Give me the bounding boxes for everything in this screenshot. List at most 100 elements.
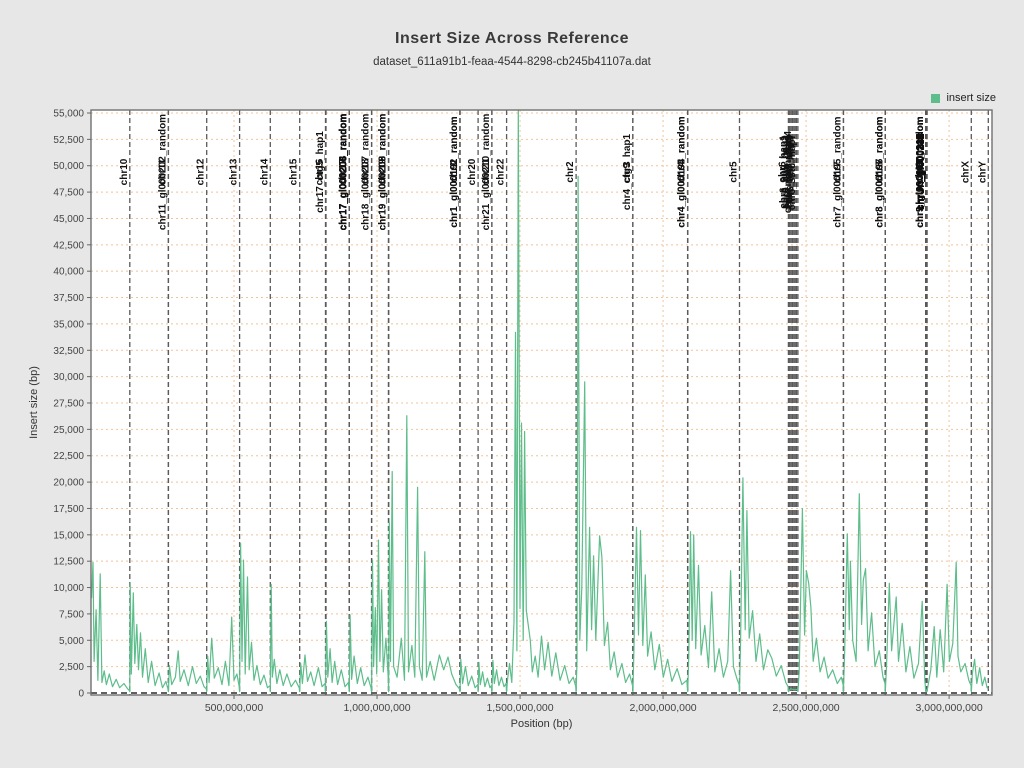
chromosome-label: chr18 <box>361 158 372 185</box>
y-tick-label: 25,000 <box>53 425 84 436</box>
chromosome-label: chr4_ctg9_hap1 <box>622 133 633 210</box>
chromosome-label: chr21_gl000210_random <box>481 114 492 231</box>
chromosome-label: chr4 <box>677 161 688 183</box>
y-tick-label: 42,500 <box>53 240 84 251</box>
y-tick-label: 0 <box>78 689 84 700</box>
legend-label: insert size <box>946 92 996 104</box>
chromosome-label: chr1_gl000192_random <box>449 116 460 227</box>
chromosome-label: chr6_apd_hap1 <box>779 135 790 209</box>
chromosome-label: chr17_gl000205_random <box>338 114 349 231</box>
chromosome-label: chr5 <box>729 161 740 183</box>
chromosome-label: chr12 <box>196 158 207 185</box>
chromosome-label: chrUn_gl000229 <box>916 133 927 210</box>
chromosome-label: chr14 <box>259 158 270 185</box>
x-tick-label: 2,500,000,000 <box>773 702 840 714</box>
chromosome-label: chr7 <box>832 161 843 183</box>
chromosome-label: chr6_mcf_hap5 <box>784 135 795 209</box>
chromosome-label: chrUn_gl000245 <box>916 133 927 210</box>
y-tick-label: 22,500 <box>53 451 84 462</box>
x-tick-label: 1,000,000,000 <box>343 702 410 714</box>
chromosome-label: chrUn_gl000225 <box>916 133 927 210</box>
chromosome-label: chrUn_gl000212 <box>915 133 926 210</box>
chromosome-label: chr19 <box>378 158 389 185</box>
chromosome-label: chr1 <box>449 161 460 183</box>
chromosome-label: chrUn_gl000244 <box>916 133 927 210</box>
y-tick-label: 50,000 <box>53 161 84 172</box>
chromosome-label: chrUn_gl000231 <box>916 133 927 210</box>
chromosome-label: chrUn_gl000242 <box>916 133 927 210</box>
chromosome-label: chr13 <box>229 158 240 185</box>
chromosome-label: chr9_gl000198_random <box>915 116 926 227</box>
y-axis-title: Insert size (bp) <box>28 366 40 439</box>
chromosome-label: chr6_cox_hap2 <box>780 135 791 208</box>
chromosome-label: chrUn_gl000238 <box>916 133 927 210</box>
chromosome-label: chr11 <box>157 158 168 185</box>
chromosome-label: chr7_gl000195_random <box>833 116 844 227</box>
chromosome-label: chrUn_gl000211 <box>915 133 926 210</box>
chromosome-label: chrUn_gl000222 <box>916 133 927 210</box>
chromosome-label: chr2 <box>565 161 576 183</box>
chart-title: Insert Size Across Reference <box>395 30 629 47</box>
chromosome-label: chr9_gl000201_random <box>915 116 926 227</box>
chromosome-label: chr17 <box>338 158 349 185</box>
y-tick-label: 12,500 <box>53 557 84 568</box>
chromosome-label: chr9_gl000199_random <box>915 116 926 227</box>
chromosome-label: chrUn_gl000226 <box>916 133 927 210</box>
legend: insert size <box>931 92 996 104</box>
y-tick-label: 40,000 <box>53 267 84 278</box>
chromosome-label: chr20 <box>467 158 478 185</box>
chromosome-label: chrUn_gl000234 <box>916 133 927 210</box>
chromosome-label: chr17_ctg5_hap1 <box>315 131 326 213</box>
chromosome-label: chrUn_gl000215 <box>915 133 926 210</box>
chromosome-label: chr16 <box>315 158 326 185</box>
y-tick-label: 35,000 <box>53 319 84 330</box>
chromosome-label: chrUn_gl000217 <box>915 133 926 210</box>
y-tick-label: 52,500 <box>53 135 84 146</box>
chromosome-label: chr19_gl000208_random <box>378 114 389 231</box>
chromosome-label: chr6_ssto_hap7 <box>787 133 798 210</box>
y-tick-label: 45,000 <box>53 214 84 225</box>
chromosome-label: chrUn_gl000247 <box>916 133 927 210</box>
chromosome-label: chrX <box>960 161 971 184</box>
y-tick-label: 2,500 <box>59 662 84 673</box>
chromosome-label: chr17_gl000206_random <box>338 114 349 231</box>
chromosome-label: chrUn_gl000246 <box>916 133 927 210</box>
chromosome-label: chrUn_gl000220 <box>915 133 926 210</box>
y-tick-label: 5,000 <box>59 636 84 647</box>
chromosome-label: chr15 <box>289 158 300 185</box>
chromosome-label: chr9 <box>915 161 926 183</box>
chromosome-label: chr21 <box>481 158 492 185</box>
chromosome-label: chr8 <box>874 161 885 183</box>
series-line <box>91 110 989 693</box>
chromosome-label: chrUn_gl000221 <box>915 133 926 210</box>
chromosome-label: chr6_mann_hap4 <box>783 130 794 213</box>
legend-swatch-icon <box>931 93 941 103</box>
x-tick-label: 500,000,000 <box>205 702 264 714</box>
chromosome-label: chrUn_gl000233 <box>916 133 927 210</box>
y-tick-label: 17,500 <box>53 504 84 515</box>
y-tick-label: 27,500 <box>53 399 84 410</box>
chromosome-label: chr6 <box>777 161 788 183</box>
x-axis-title: Position (bp) <box>511 718 573 730</box>
chromosome-label: chrUn_gl000248 <box>916 133 927 210</box>
chromosome-label: chrUn_gl000232 <box>916 133 927 210</box>
chromosome-label: chr9_gl000200_random <box>915 116 926 227</box>
chromosome-label: chrM <box>915 160 926 184</box>
y-tick-label: 37,500 <box>53 293 84 304</box>
chromosome-label: chrY <box>977 161 988 184</box>
chromosome-label: chr18_gl000207_random <box>361 114 372 231</box>
chromosome-label: chr6_qbl_hap6 <box>786 136 797 207</box>
chromosome-label: chrUn_gl000239 <box>916 133 927 210</box>
x-tick-label: 3,000,000,000 <box>916 702 983 714</box>
chromosome-label: chrUn_gl000216 <box>915 133 926 210</box>
chromosome-label: chrUn_gl000223 <box>916 133 927 210</box>
chromosome-label: chr17_gl000203_random <box>338 114 349 231</box>
chromosome-label: chr19_gl000209_random <box>378 114 389 231</box>
chromosome-label: chrUn_gl000214 <box>915 133 926 210</box>
chromosome-label: chrUn_gl000213 <box>915 133 926 210</box>
y-tick-label: 30,000 <box>53 372 84 383</box>
chromosome-label: chrUn_gl000227 <box>916 133 927 210</box>
chromosome-label: chrUn_gl000235 <box>916 133 927 210</box>
x-tick-label: 2,000,000,000 <box>629 702 696 714</box>
